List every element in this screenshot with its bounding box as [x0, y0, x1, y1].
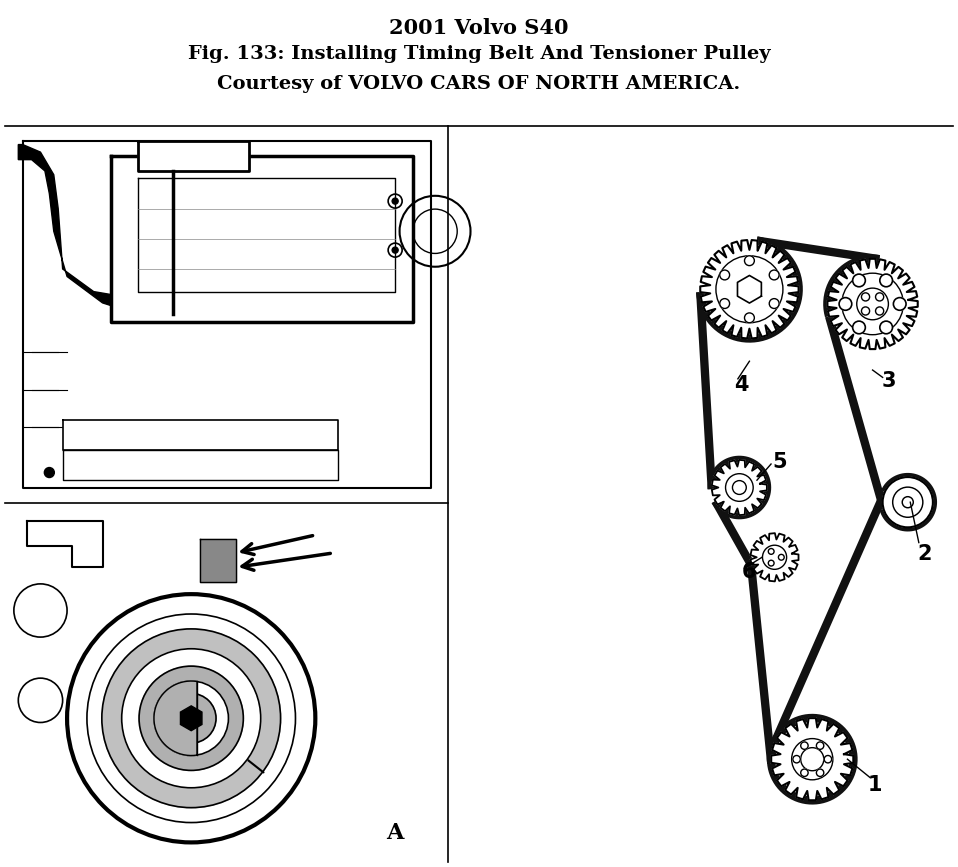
- Circle shape: [861, 293, 870, 301]
- Polygon shape: [750, 533, 799, 582]
- Circle shape: [392, 199, 399, 204]
- Circle shape: [879, 274, 893, 287]
- Circle shape: [67, 594, 315, 843]
- Polygon shape: [111, 156, 413, 322]
- Circle shape: [744, 313, 754, 323]
- Circle shape: [801, 742, 809, 749]
- Polygon shape: [700, 240, 799, 338]
- Circle shape: [167, 694, 217, 743]
- Circle shape: [853, 321, 865, 334]
- Text: 5: 5: [772, 452, 787, 472]
- Polygon shape: [180, 706, 202, 731]
- Text: 6: 6: [741, 562, 757, 582]
- Circle shape: [816, 769, 824, 777]
- Circle shape: [122, 649, 261, 788]
- Circle shape: [861, 307, 870, 315]
- Text: A: A: [386, 822, 404, 844]
- Polygon shape: [712, 460, 766, 515]
- Circle shape: [876, 293, 883, 301]
- Polygon shape: [828, 258, 918, 349]
- Polygon shape: [200, 538, 236, 582]
- Circle shape: [824, 755, 832, 763]
- Circle shape: [768, 560, 774, 566]
- Circle shape: [44, 467, 55, 478]
- Text: 3: 3: [881, 371, 896, 391]
- Polygon shape: [23, 140, 430, 487]
- Polygon shape: [27, 521, 103, 567]
- Polygon shape: [62, 420, 337, 450]
- Circle shape: [801, 769, 809, 777]
- Circle shape: [392, 247, 399, 253]
- Circle shape: [839, 297, 852, 310]
- Circle shape: [853, 274, 865, 287]
- Circle shape: [779, 554, 785, 560]
- Circle shape: [768, 549, 774, 554]
- Text: Fig. 133: Installing Timing Belt And Tensioner Pulley: Fig. 133: Installing Timing Belt And Ten…: [188, 45, 770, 63]
- Polygon shape: [62, 450, 337, 480]
- Circle shape: [769, 298, 779, 309]
- Text: 4: 4: [735, 375, 749, 394]
- Circle shape: [102, 629, 281, 808]
- Circle shape: [154, 681, 228, 755]
- Circle shape: [769, 270, 779, 280]
- Circle shape: [719, 270, 730, 280]
- Circle shape: [719, 298, 730, 309]
- Circle shape: [139, 666, 243, 771]
- Text: Courtesy of VOLVO CARS OF NORTH AMERICA.: Courtesy of VOLVO CARS OF NORTH AMERICA.: [217, 75, 741, 93]
- Text: 2001 Volvo S40: 2001 Volvo S40: [389, 18, 569, 38]
- Polygon shape: [138, 140, 249, 171]
- Circle shape: [882, 477, 933, 527]
- Circle shape: [894, 297, 906, 310]
- Circle shape: [816, 742, 824, 749]
- Text: 1: 1: [868, 775, 882, 795]
- Polygon shape: [154, 681, 197, 755]
- Text: 2: 2: [918, 544, 932, 564]
- Circle shape: [744, 256, 754, 265]
- Polygon shape: [738, 276, 762, 303]
- Polygon shape: [18, 145, 182, 314]
- Circle shape: [879, 321, 893, 334]
- Polygon shape: [771, 718, 854, 800]
- Circle shape: [793, 755, 800, 763]
- Circle shape: [876, 307, 883, 315]
